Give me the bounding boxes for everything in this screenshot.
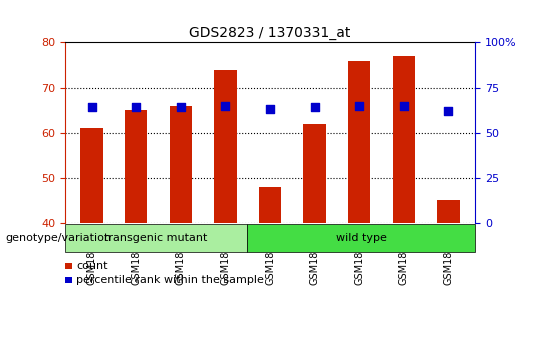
Bar	[214, 70, 237, 223]
Text: transgenic mutant: transgenic mutant	[104, 233, 208, 243]
Point	[177, 104, 185, 109]
Point	[221, 103, 230, 109]
Point	[87, 105, 96, 110]
Text: percentile rank within the sample: percentile rank within the sample	[76, 275, 264, 285]
Bar	[348, 61, 370, 223]
Point	[444, 108, 453, 114]
Bar	[125, 110, 147, 223]
Bar	[80, 128, 103, 223]
Point	[310, 105, 319, 110]
Point	[400, 103, 408, 109]
Bar	[393, 56, 415, 223]
Text: genotype/variation: genotype/variation	[5, 233, 111, 243]
Bar	[259, 187, 281, 223]
Text: wild type: wild type	[336, 233, 387, 243]
Point	[132, 105, 140, 110]
Point	[355, 103, 363, 109]
Bar	[303, 124, 326, 223]
Text: count: count	[76, 261, 107, 271]
Title: GDS2823 / 1370331_at: GDS2823 / 1370331_at	[190, 26, 350, 40]
Point	[266, 107, 274, 112]
Bar	[437, 200, 460, 223]
Bar	[170, 106, 192, 223]
